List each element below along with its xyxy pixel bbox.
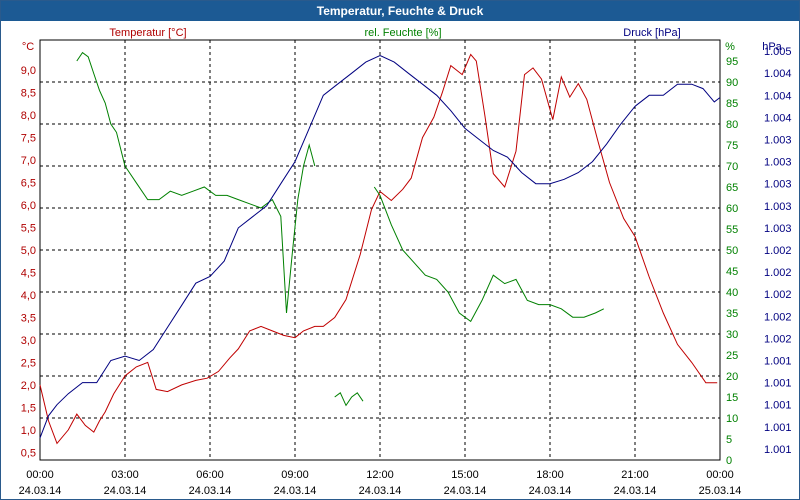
pressure-axis-label: Druck [hPa] — [623, 27, 680, 39]
x-tick-date: 24.03.14 — [104, 485, 147, 497]
temperature-tick: 4,0 — [21, 290, 36, 302]
temperature-tick: 3,5 — [21, 312, 36, 324]
x-tick-date: 25.03.14 — [699, 485, 742, 497]
temperature-tick: 7,0 — [21, 155, 36, 167]
pressure-tick: 1.001 — [764, 444, 792, 456]
x-tick-time: 00:00 — [706, 469, 734, 481]
humidity-tick: 65 — [726, 182, 738, 194]
humidity-axis-label: rel. Feuchte [%] — [364, 27, 441, 39]
pressure-tick: 1.003 — [764, 134, 792, 146]
humidity-tick: 20 — [726, 371, 738, 383]
x-tick-time: 09:00 — [281, 469, 309, 481]
pressure-tick: 1.002 — [764, 245, 792, 257]
humidity-tick: 85 — [726, 98, 738, 110]
x-tick-date: 24.03.14 — [19, 485, 62, 497]
humidity-tick: 35 — [726, 308, 738, 320]
humidity-tick: 25 — [726, 350, 738, 362]
pressure-tick: 1.001 — [764, 400, 792, 412]
temperature-tick: 2,0 — [21, 380, 36, 392]
humidity-tick: 70 — [726, 161, 738, 173]
humidity-tick: 45 — [726, 266, 738, 278]
temperature-tick: 1,0 — [21, 425, 36, 437]
humidity-tick: 60 — [726, 203, 738, 215]
temperature-tick: 7,5 — [21, 133, 36, 145]
series-lines — [39, 51, 721, 445]
humidity-tick: 0 — [726, 455, 732, 467]
pressure-tick: 1.004 — [764, 90, 792, 102]
grid — [39, 39, 721, 461]
pressure-tick: 1.004 — [764, 112, 792, 124]
tick-labels: 00:00 24.03.14 03:00 24.03.14 06:00 24.03.14 0… — [19, 46, 792, 497]
pressure-tick: 1.003 — [764, 201, 792, 213]
pressure-tick: 1.001 — [764, 356, 792, 368]
humidity-tick: 15 — [726, 392, 738, 404]
temperature-tick: 0,5 — [21, 447, 36, 459]
temperature-tick: 6,0 — [21, 200, 36, 212]
humidity-tick: 90 — [726, 77, 738, 89]
pressure-tick: 1.005 — [764, 46, 792, 58]
humidity-line — [76, 51, 316, 314]
humidity-tick: 95 — [726, 56, 738, 68]
pressure-tick: 1.003 — [764, 157, 792, 169]
pressure-tick: 1.002 — [764, 267, 792, 279]
pressure-tick: 1.003 — [764, 223, 792, 235]
temperature-tick: 4,5 — [21, 267, 36, 279]
temperature-tick: 3,0 — [21, 335, 36, 347]
humidity-axis-unit: % — [725, 41, 735, 53]
humidity-tick: 50 — [726, 245, 738, 257]
temperature-tick: 5,5 — [21, 223, 36, 235]
x-tick-date: 24.03.14 — [189, 485, 232, 497]
x-tick-time: 00:00 — [26, 469, 54, 481]
x-tick-date: 24.03.14 — [529, 485, 572, 497]
humidity-tick: 10 — [726, 413, 738, 425]
pressure-tick: 1.002 — [764, 311, 792, 323]
x-tick-time: 12:00 — [366, 469, 394, 481]
humidity-tick: 80 — [726, 119, 738, 131]
x-tick-time: 21:00 — [621, 469, 649, 481]
x-tick-date: 24.03.14 — [274, 485, 317, 497]
humidity-tick: 30 — [726, 329, 738, 341]
temperature-tick: 8,5 — [21, 88, 36, 100]
temperature-axis-unit: °C — [22, 41, 34, 53]
x-tick-date: 24.03.14 — [359, 485, 402, 497]
temperature-tick: 5,0 — [21, 245, 36, 257]
humidity-line — [373, 186, 605, 323]
temperature-line — [39, 53, 718, 445]
temperature-tick: 6,5 — [21, 178, 36, 190]
pressure-tick: 1.001 — [764, 378, 792, 390]
temperature-tick: 1,5 — [21, 402, 36, 414]
x-tick-time: 03:00 — [111, 469, 139, 481]
x-tick-date: 24.03.14 — [614, 485, 657, 497]
pressure-tick: 1.004 — [764, 68, 792, 80]
pressure-tick: 1.002 — [764, 289, 792, 301]
humidity-tick: 55 — [726, 224, 738, 236]
humidity-tick: 40 — [726, 287, 738, 299]
temperature-tick: 2,5 — [21, 357, 36, 369]
temperature-tick: 8,0 — [21, 110, 36, 122]
window-title: Temperatur, Feuchte & Druck — [1, 1, 799, 21]
humidity-line — [334, 392, 364, 407]
x-tick-time: 18:00 — [536, 469, 564, 481]
temperature-tick: 9,0 — [21, 65, 36, 77]
pressure-line — [39, 54, 721, 439]
x-tick-time: 06:00 — [196, 469, 224, 481]
x-tick-date: 24.03.14 — [444, 485, 487, 497]
humidity-tick: 5 — [726, 434, 732, 446]
pressure-axis-unit: hPa — [762, 41, 782, 53]
humidity-tick: 75 — [726, 140, 738, 152]
temperature-axis-label: Temperatur [°C] — [109, 27, 186, 39]
pressure-tick: 1.003 — [764, 179, 792, 191]
x-tick-time: 15:00 — [451, 469, 479, 481]
pressure-tick: 1.002 — [764, 333, 792, 345]
pressure-tick: 1.001 — [764, 422, 792, 434]
